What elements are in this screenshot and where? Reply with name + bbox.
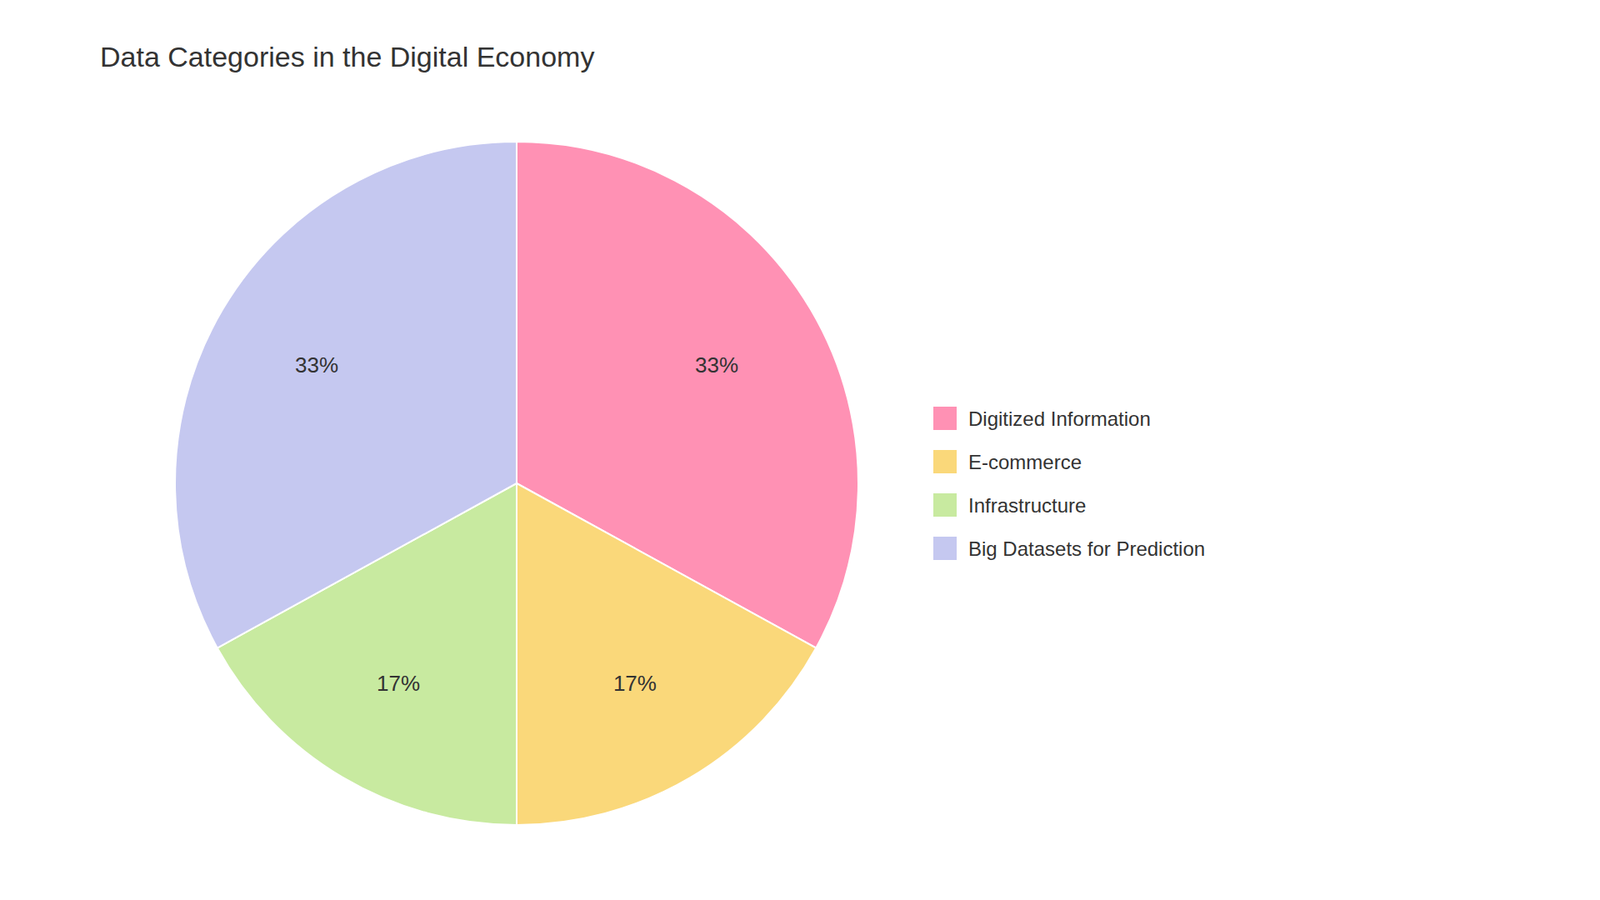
data-labels: 33% 17% 17% 33% <box>295 352 739 696</box>
chart-canvas: Data Categories in the Digital Economy 33… <box>0 0 1600 900</box>
pie-slice <box>175 141 517 649</box>
data-label: 33% <box>295 352 339 378</box>
legend-swatch <box>933 536 957 560</box>
legend-label: E-commerce <box>968 450 1082 474</box>
legend-swatch <box>933 406 957 430</box>
legend-label: Digitized Information <box>968 407 1151 430</box>
legend-item: Infrastructure <box>933 493 1086 517</box>
legend-swatch <box>933 450 957 474</box>
data-label: 17% <box>613 670 657 696</box>
data-label: 33% <box>695 352 739 378</box>
legend-label: Big Datasets for Prediction <box>968 537 1205 560</box>
legend-label: Infrastructure <box>968 494 1086 517</box>
legend-item: E-commerce <box>933 450 1082 474</box>
legend-swatch <box>933 493 957 517</box>
pie-slice <box>516 483 816 825</box>
legend-item: Digitized Information <box>933 406 1151 430</box>
pie <box>175 141 859 825</box>
legend: Digitized Information E-commerce Infrastru… <box>933 406 1205 560</box>
data-label: 17% <box>376 670 420 696</box>
chart-title: Data Categories in the Digital Economy <box>100 40 595 73</box>
legend-item: Big Datasets for Prediction <box>933 536 1205 560</box>
